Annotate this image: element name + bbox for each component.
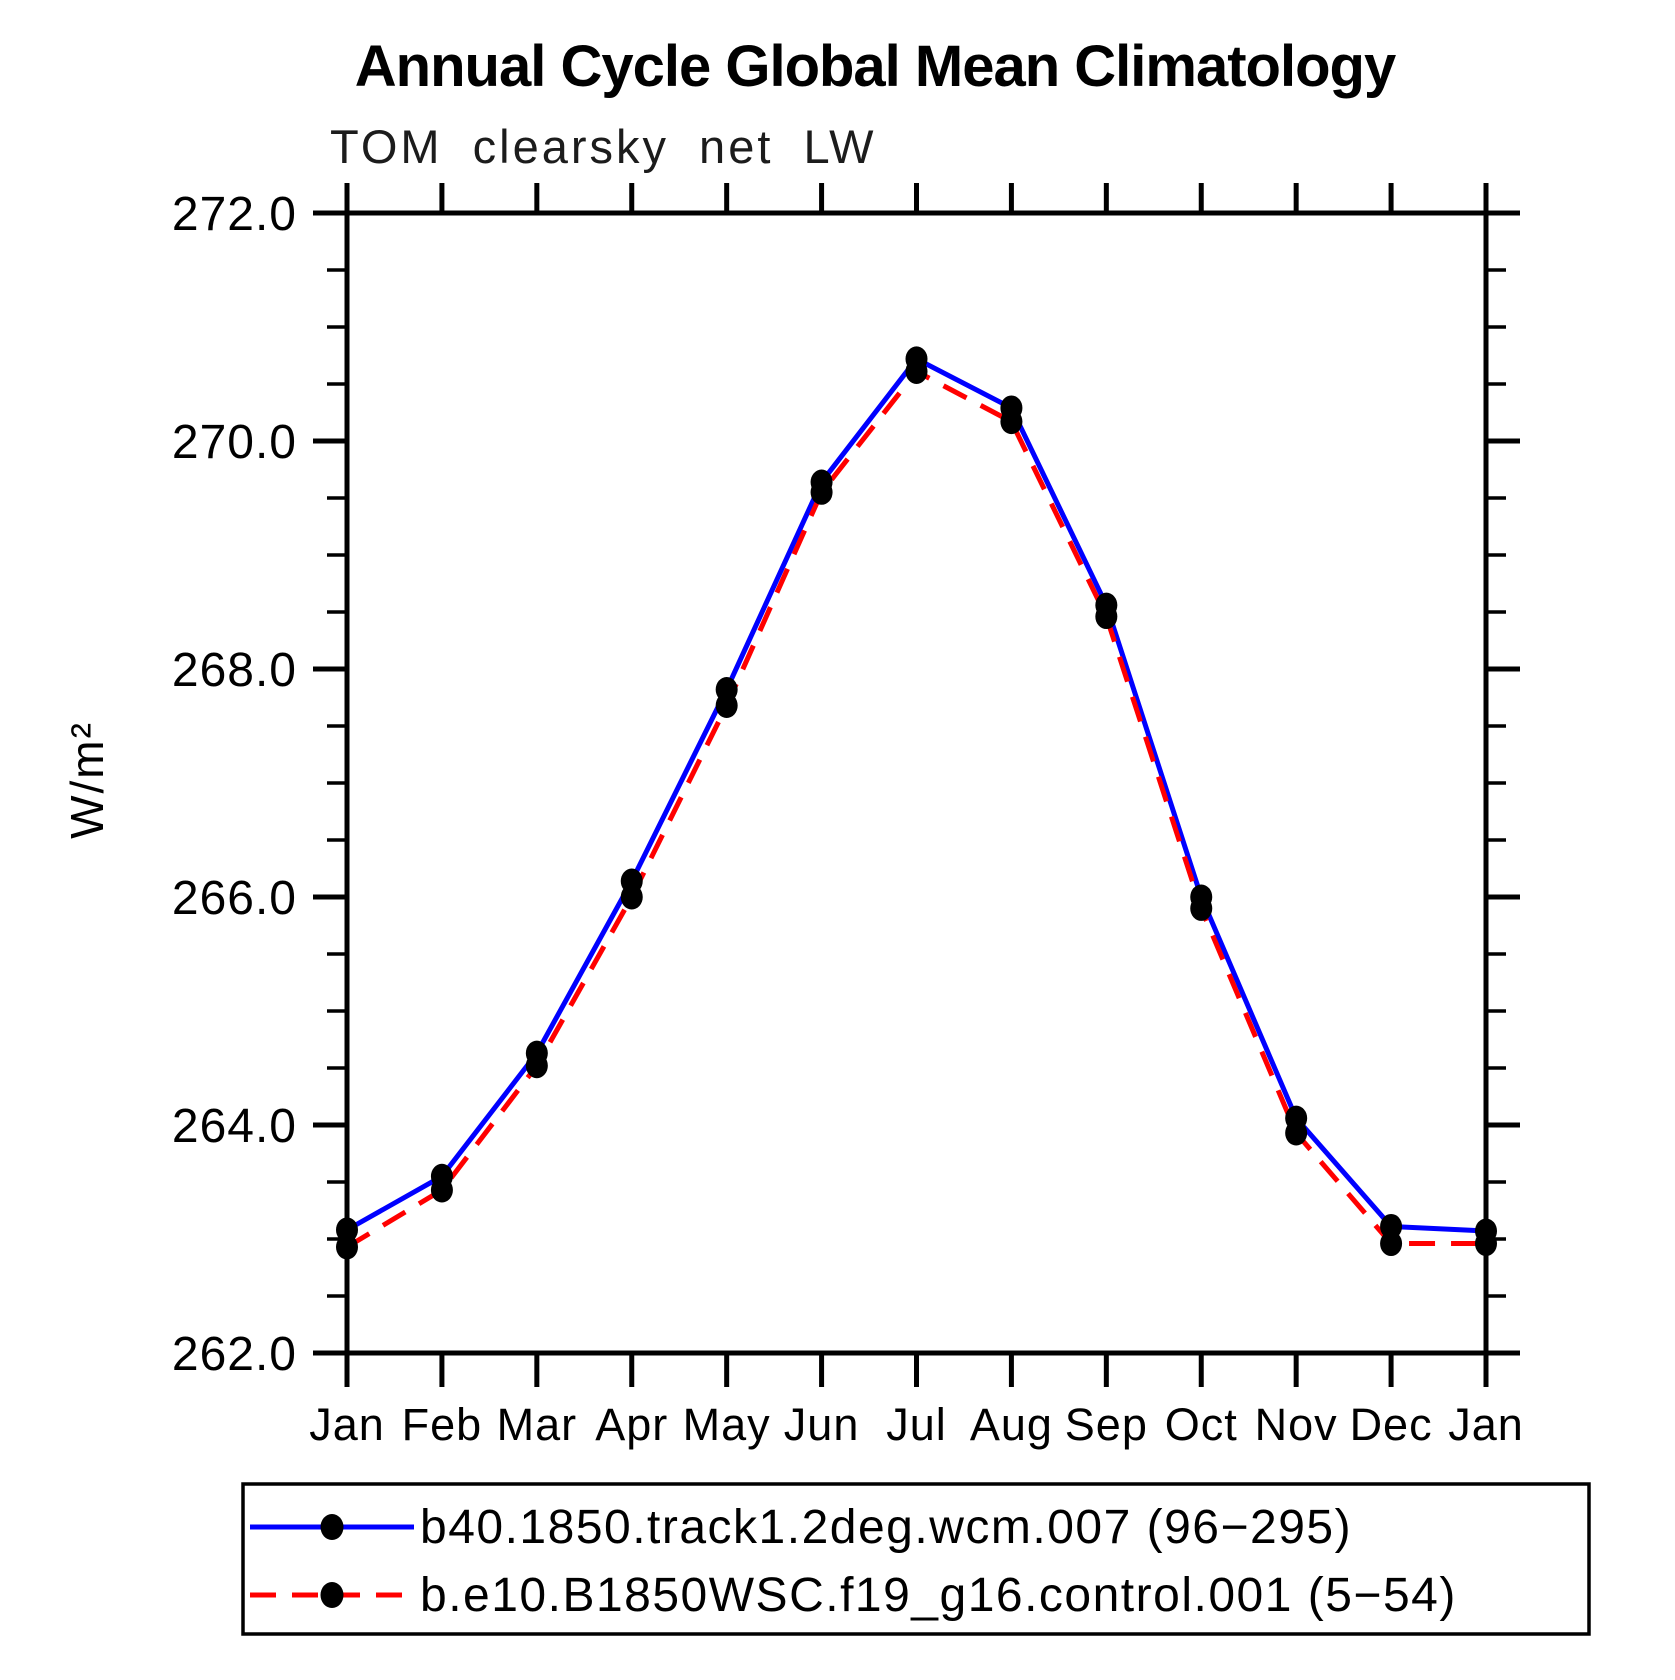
data-point-marker <box>715 692 738 718</box>
x-tick-label: Apr <box>595 1399 668 1450</box>
data-point-marker <box>1190 895 1213 921</box>
data-series <box>345 355 1487 1250</box>
x-tick-label: Nov <box>1255 1399 1338 1450</box>
y-tick-label: 264.0 <box>172 1100 297 1153</box>
data-point-marker <box>336 1217 358 1243</box>
x-tick-label: Oct <box>1165 1399 1238 1450</box>
plot-frame <box>344 210 1489 1356</box>
y-tick-label: 272.0 <box>172 188 297 241</box>
x-tick-label: May <box>683 1399 771 1450</box>
data-point-marker <box>1095 604 1118 630</box>
legend-marker <box>320 1514 344 1540</box>
legend-label-0: b40.1850.track1.2deg.wcm.007 (96−295) <box>420 1501 1352 1554</box>
data-point-marker <box>1380 1231 1403 1257</box>
chart-subtitle: TOM clearsky net LW <box>330 120 876 173</box>
data-point-marker <box>1380 1213 1403 1239</box>
x-tick-label: Jun <box>784 1399 860 1450</box>
y-tick-label: 262.0 <box>172 1328 297 1381</box>
x-tick-label: Feb <box>402 1399 483 1450</box>
x-tick-label: Mar <box>497 1399 578 1450</box>
data-point-marker <box>430 1177 453 1203</box>
data-point-marker <box>525 1053 548 1079</box>
data-point-marker <box>1000 409 1023 435</box>
x-tick-label: Jan <box>1448 1399 1524 1450</box>
y-tick-labels: 262.0 264.0 266.0 268.0 270.0 272.0 <box>172 188 297 1381</box>
y-tick-label: 266.0 <box>172 872 297 925</box>
axis-ticks <box>313 183 1520 1387</box>
y-axis-label: W/m² <box>61 721 113 839</box>
legend-marker <box>320 1582 344 1608</box>
series-line-1 <box>345 368 1486 1250</box>
x-tick-label: Aug <box>970 1399 1053 1450</box>
legend-box <box>241 1482 1591 1636</box>
data-point-marker <box>1285 1120 1308 1146</box>
y-tick-label: 268.0 <box>172 644 297 697</box>
x-tick-label: Sep <box>1065 1399 1148 1450</box>
y-tick-label: 270.0 <box>172 416 297 469</box>
series-line-0 <box>345 355 1487 1234</box>
x-tick-label: Jan <box>309 1399 385 1450</box>
data-point-marker <box>620 884 643 910</box>
x-tick-labels: Jan Feb Mar Apr May Jun Jul Aug Sep Oct Nov Dec Jan <box>309 1399 1524 1450</box>
x-tick-label: Dec <box>1350 1399 1433 1450</box>
data-point-marker <box>336 1234 358 1260</box>
legend-entries: b40.1850.track1.2deg.wcm.007 (96−295) b.e… <box>250 1501 1457 1622</box>
data-point-marker <box>905 358 928 384</box>
data-point-marker <box>1475 1231 1497 1257</box>
data-point-marker <box>810 479 833 505</box>
x-tick-label: Jul <box>886 1399 947 1450</box>
data-markers <box>336 346 1497 1260</box>
chart-title: Annual Cycle Global Mean Climatology <box>355 34 1396 99</box>
legend-label-1: b.e10.B1850WSC.f19_g16.control.001 (5−54… <box>420 1569 1457 1622</box>
